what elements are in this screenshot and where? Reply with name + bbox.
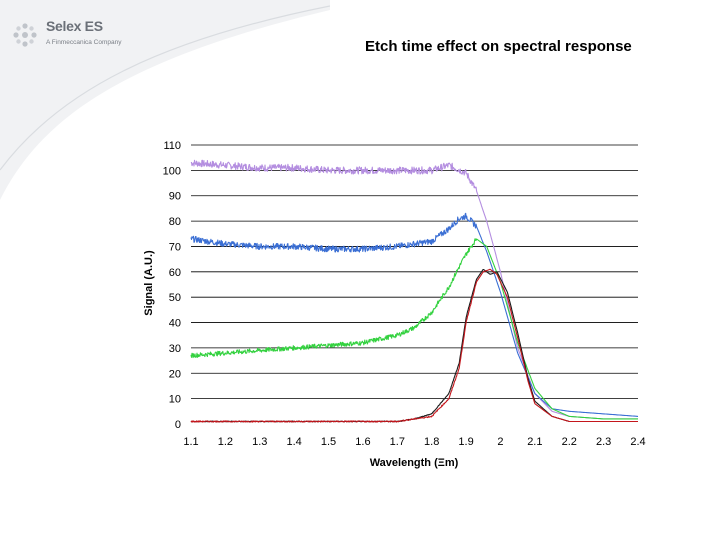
x-tick-label: 1.6 xyxy=(355,436,370,448)
x-tick-label: 1.9 xyxy=(458,436,473,448)
series-line-purple xyxy=(190,159,639,420)
x-tick-label: 1.3 xyxy=(252,436,267,448)
y-tick-label: 10 xyxy=(169,394,181,406)
x-tick-label: 2.3 xyxy=(596,436,611,448)
logo-tagline: A Finmeccanica Company xyxy=(46,39,122,46)
y-tick-label: 110 xyxy=(163,140,181,152)
y-tick-label: 30 xyxy=(169,343,181,355)
x-tick-label: 1.5 xyxy=(321,436,336,448)
y-tick-label: 40 xyxy=(169,318,181,330)
y-tick-label: 70 xyxy=(169,241,181,253)
x-tick-label: 1.7 xyxy=(390,436,405,448)
chart-series xyxy=(190,159,639,423)
y-axis-title: Signal (A.U.) xyxy=(143,250,155,316)
x-tick-label: 2.1 xyxy=(527,436,542,448)
x-tick-label: 1.2 xyxy=(218,436,233,448)
selex-logo: Selex ES A Finmeccanica Company xyxy=(8,18,128,58)
y-tick-label: 20 xyxy=(169,368,181,380)
x-tick-label: 1.1 xyxy=(183,436,198,448)
y-tick-label: 80 xyxy=(169,216,181,228)
slide-title: Etch time effect on spectral response xyxy=(365,38,632,55)
y-tick-label: 0 xyxy=(175,419,181,431)
chart-gridlines xyxy=(191,144,638,400)
x-tick-label: 2.2 xyxy=(562,436,577,448)
series-line-blue xyxy=(190,212,639,417)
series-line-green xyxy=(190,238,639,420)
y-tick-label: 50 xyxy=(169,292,181,304)
x-axis-title: Wavelength (Ξm) xyxy=(370,457,459,469)
y-tick-label: 100 xyxy=(163,165,181,177)
y-tick-label: 90 xyxy=(169,191,181,203)
x-axis-ticks: 1.1 1.2 1.3 1.4 1.5 1.6 1.7 1.8 1.9 2 2.1 2.2 2.3 2.4 xyxy=(183,436,645,448)
y-tick-label: 60 xyxy=(169,267,181,279)
x-tick-label: 1.8 xyxy=(424,436,439,448)
x-tick-label: 1.4 xyxy=(287,436,302,448)
y-axis-ticks: 0 10 20 30 40 50 60 70 80 90 100 110 xyxy=(163,140,181,431)
logo-name: Selex ES xyxy=(46,18,103,34)
series-line-red xyxy=(190,268,639,423)
selex-logo-mark-icon xyxy=(13,23,37,47)
axis-titles: Wavelength (Ξm) Signal (A.U.) xyxy=(143,250,459,469)
header-swoosh-decoration xyxy=(0,0,330,200)
x-tick-label: 2 xyxy=(497,436,503,448)
x-tick-label: 2.4 xyxy=(630,436,645,448)
